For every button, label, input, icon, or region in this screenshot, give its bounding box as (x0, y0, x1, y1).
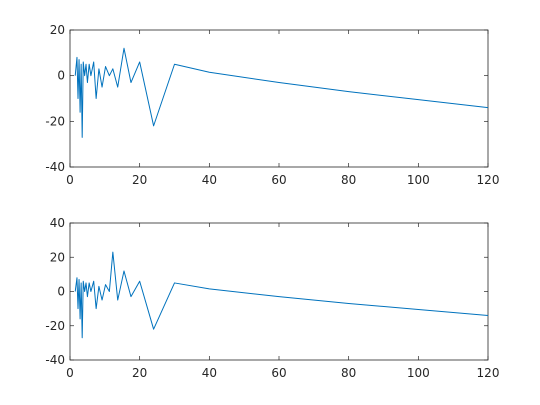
bottom-y-tick-label: 40 (50, 216, 65, 230)
bottom-x-tick-label: 100 (407, 366, 430, 380)
bottom-series-line-0 (74, 251, 489, 339)
top-x-tick-label: 0 (66, 173, 74, 187)
top-y-tick-label: 0 (57, 69, 65, 83)
top-x-tick-label: 80 (341, 173, 356, 187)
bottom-y-tick-label: -40 (45, 353, 65, 367)
top-series-line-0 (74, 47, 489, 138)
top-axes: 0 20 40 60 80 100 120 -40 -20 0 20 (45, 23, 499, 187)
bottom-y-tick-label: -20 (45, 319, 65, 333)
bottom-y-tick-label: 20 (50, 250, 65, 264)
bottom-x-tick-label: 120 (477, 366, 500, 380)
bottom-axes-frame (69, 222, 489, 361)
bottom-x-tick-label: 20 (132, 366, 147, 380)
bottom-x-tick-label: 60 (271, 366, 286, 380)
top-axes-frame (69, 29, 489, 168)
bottom-x-tick-label: 0 (66, 366, 74, 380)
top-x-tick-label: 20 (132, 173, 147, 187)
top-x-tick-label: 100 (407, 173, 430, 187)
bottom-axes: 0 20 40 60 80 100 120 -40 -20 0 20 40 (45, 216, 499, 380)
top-y-tick-label: -40 (45, 160, 65, 174)
top-x-tick-label: 60 (271, 173, 286, 187)
bottom-y-tick-label: 0 (57, 285, 65, 299)
top-y-tick-label: 20 (50, 23, 65, 37)
top-x-tick-label: 40 (202, 173, 217, 187)
bottom-x-tick-label: 40 (202, 366, 217, 380)
top-x-tick-label: 120 (477, 173, 500, 187)
top-y-tick-label: -20 (45, 114, 65, 128)
bottom-x-tick-label: 80 (341, 366, 356, 380)
